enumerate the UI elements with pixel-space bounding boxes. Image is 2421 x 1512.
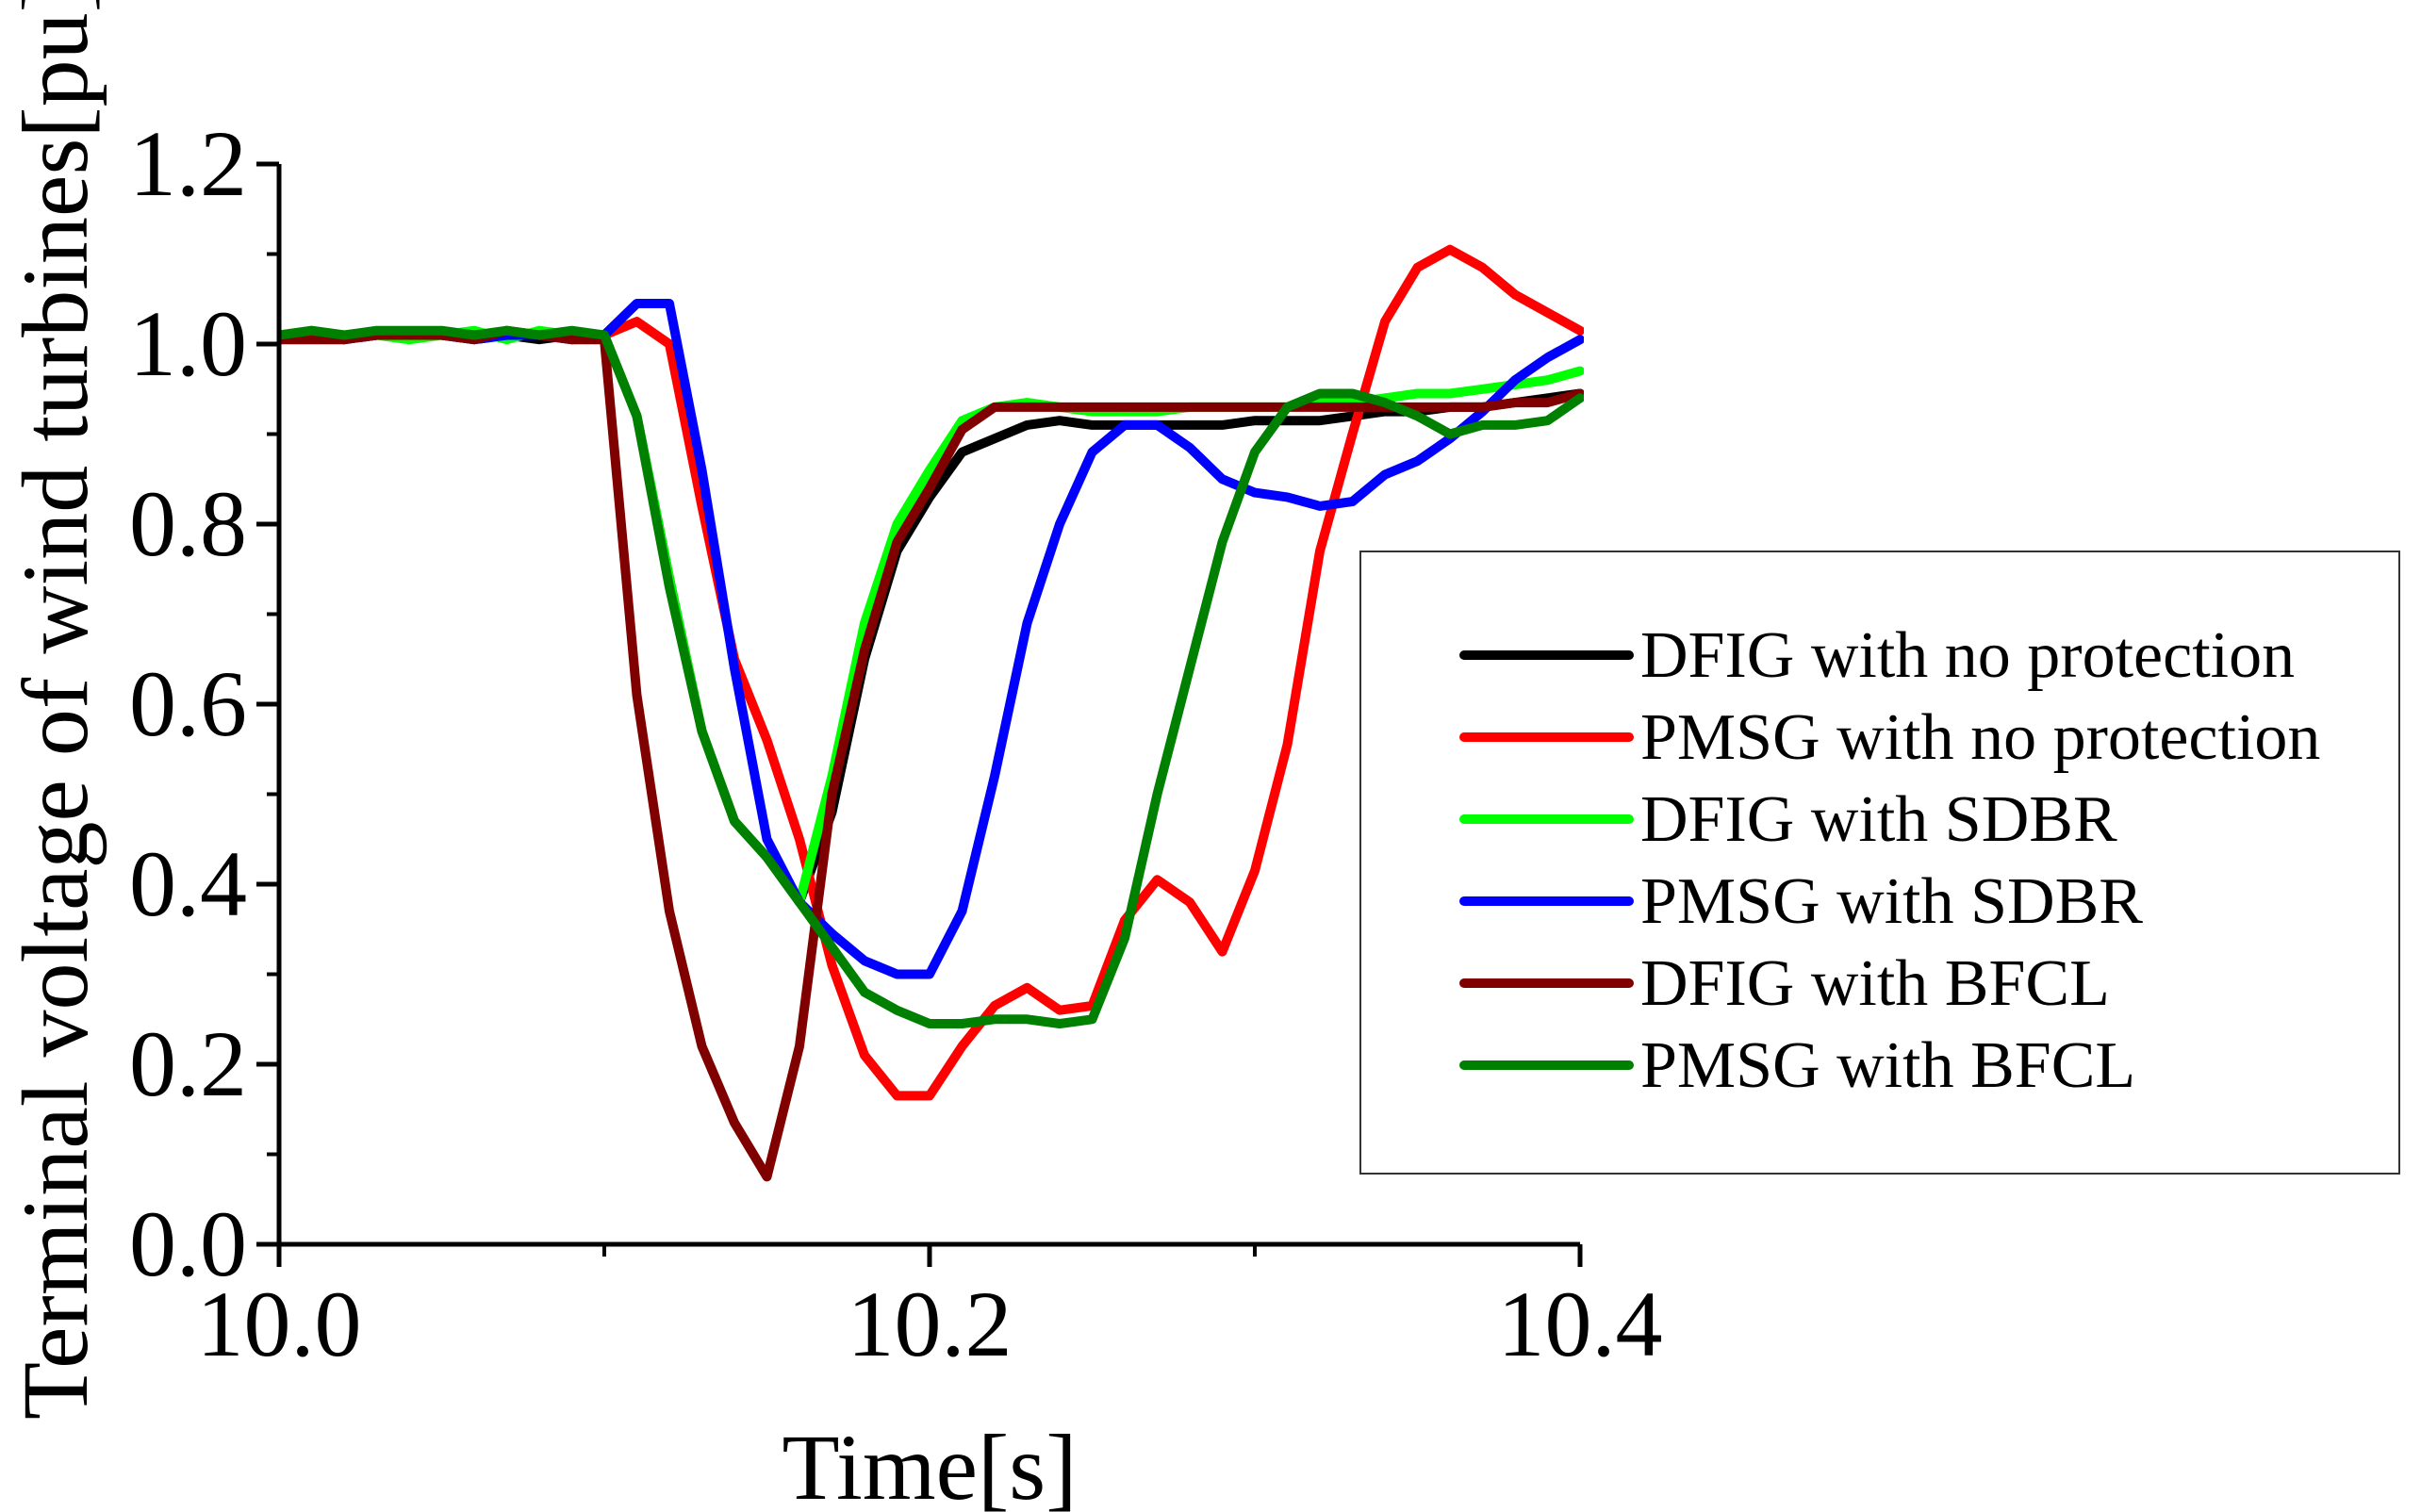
legend-label-2: PMSG with no protection [1640,701,2320,774]
y-tick-label: 1.0 [129,291,247,396]
x-axis-title: Time[s] [782,1415,1077,1512]
legend: DFIG with no protection PMSG with no prot… [1359,551,2400,1175]
legend-label-6: PMSG with BFCL [1640,1029,2135,1102]
ticks: 0.0 0.2 0.4 0.6 0.8 1.0 1.2 10.0 10.2 10.4 [129,111,1663,1376]
x-tick-label: 10.4 [1498,1272,1663,1376]
series-layer [279,244,1584,1182]
y-tick-label: 0.2 [129,1011,247,1116]
legend-items: DFIG with no protection PMSG with no prot… [1459,619,2320,1102]
legend-label-4: PMSG with SDBR [1640,865,2143,938]
y-tick-label: 0.8 [129,471,247,576]
y-axis-title: Terminal voltage of wind turbines[pu] [3,0,107,1420]
y-tick-label: 0.0 [129,1192,247,1296]
legend-label-5: DFIG with BFCL [1640,947,2110,1020]
x-tick-label: 10.2 [848,1272,1013,1376]
legend-label-1: DFIG with no protection [1640,619,2295,692]
legend-label-3: DFIG with SDBR [1640,783,2117,856]
y-tick-label: 0.4 [129,831,247,936]
x-tick-label: 10.0 [197,1272,362,1376]
y-tick-label: 1.2 [129,111,247,216]
series-line-6 [279,325,1584,1028]
y-tick-label: 0.6 [129,651,247,756]
